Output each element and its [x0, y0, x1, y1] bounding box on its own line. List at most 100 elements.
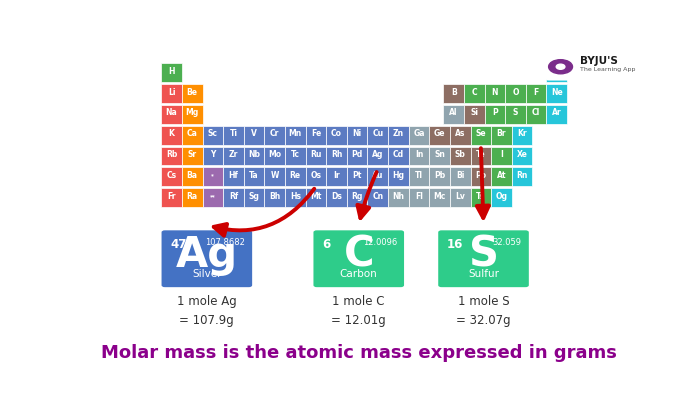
Text: BYJU'S: BYJU'S — [580, 56, 617, 66]
Text: Mg: Mg — [186, 108, 199, 118]
FancyBboxPatch shape — [265, 126, 285, 145]
Text: The Learning App: The Learning App — [580, 67, 635, 72]
Text: 1 mole C
= 12.01g: 1 mole C = 12.01g — [331, 295, 386, 327]
FancyBboxPatch shape — [470, 167, 491, 186]
FancyBboxPatch shape — [429, 167, 450, 186]
FancyBboxPatch shape — [162, 230, 252, 287]
Text: Carbon: Carbon — [340, 269, 377, 279]
Text: C: C — [344, 234, 374, 276]
FancyBboxPatch shape — [265, 146, 285, 166]
FancyBboxPatch shape — [388, 146, 409, 166]
Text: Ag: Ag — [176, 234, 238, 276]
FancyBboxPatch shape — [285, 167, 306, 186]
Text: Tl: Tl — [415, 171, 423, 180]
FancyBboxPatch shape — [161, 188, 182, 207]
Text: 12.0096: 12.0096 — [363, 238, 397, 247]
Text: 16: 16 — [447, 238, 463, 251]
Text: Ne: Ne — [551, 88, 563, 97]
FancyBboxPatch shape — [368, 146, 388, 166]
Text: Li: Li — [168, 88, 175, 97]
FancyBboxPatch shape — [491, 146, 512, 166]
Text: **: ** — [210, 194, 216, 199]
Text: Ds: Ds — [331, 192, 342, 201]
Text: Zn: Zn — [393, 129, 404, 138]
Text: S: S — [468, 234, 498, 276]
Text: Rg: Rg — [351, 192, 363, 201]
Text: Bi: Bi — [456, 171, 464, 180]
FancyBboxPatch shape — [202, 146, 223, 166]
Text: Mt: Mt — [310, 192, 321, 201]
FancyBboxPatch shape — [526, 105, 547, 124]
FancyBboxPatch shape — [368, 126, 388, 145]
FancyBboxPatch shape — [182, 84, 202, 103]
Text: H: H — [168, 67, 175, 76]
Text: Sc: Sc — [208, 129, 218, 138]
Text: Sr: Sr — [188, 150, 197, 159]
Text: Re: Re — [290, 171, 301, 180]
FancyBboxPatch shape — [409, 188, 429, 207]
Text: Hs: Hs — [290, 192, 301, 201]
FancyBboxPatch shape — [409, 167, 429, 186]
FancyBboxPatch shape — [409, 146, 429, 166]
Text: Hg: Hg — [393, 171, 405, 180]
Text: B: B — [451, 88, 456, 97]
FancyBboxPatch shape — [223, 188, 244, 207]
FancyBboxPatch shape — [443, 105, 464, 124]
Text: Br: Br — [497, 129, 506, 138]
FancyBboxPatch shape — [182, 126, 202, 145]
FancyBboxPatch shape — [244, 146, 265, 166]
FancyBboxPatch shape — [326, 126, 346, 145]
Text: Pb: Pb — [434, 171, 445, 180]
Text: Ga: Ga — [413, 129, 425, 138]
FancyBboxPatch shape — [306, 146, 326, 166]
FancyBboxPatch shape — [306, 167, 326, 186]
FancyBboxPatch shape — [161, 105, 182, 124]
FancyBboxPatch shape — [438, 230, 528, 287]
Text: K: K — [169, 129, 174, 138]
Text: W: W — [270, 171, 279, 180]
Text: Ru: Ru — [310, 150, 321, 159]
FancyBboxPatch shape — [450, 146, 470, 166]
Text: Fe: Fe — [311, 129, 321, 138]
Text: Al: Al — [449, 108, 458, 118]
FancyBboxPatch shape — [285, 126, 306, 145]
FancyBboxPatch shape — [429, 146, 450, 166]
Text: 1 mole S
= 32.07g: 1 mole S = 32.07g — [456, 295, 511, 327]
Text: Au: Au — [372, 171, 384, 180]
FancyBboxPatch shape — [491, 188, 512, 207]
Text: Ag: Ag — [372, 150, 384, 159]
Text: O: O — [512, 88, 519, 97]
Text: Se: Se — [475, 129, 486, 138]
FancyBboxPatch shape — [314, 230, 404, 287]
Text: Ta: Ta — [249, 171, 259, 180]
FancyBboxPatch shape — [491, 126, 512, 145]
FancyBboxPatch shape — [202, 167, 223, 186]
FancyBboxPatch shape — [547, 84, 567, 103]
Text: Ge: Ge — [434, 129, 445, 138]
FancyBboxPatch shape — [306, 188, 326, 207]
Text: Co: Co — [331, 129, 342, 138]
FancyBboxPatch shape — [346, 188, 368, 207]
FancyBboxPatch shape — [512, 126, 533, 145]
Text: 47: 47 — [170, 238, 187, 251]
FancyBboxPatch shape — [547, 105, 567, 124]
FancyBboxPatch shape — [491, 167, 512, 186]
FancyBboxPatch shape — [470, 126, 491, 145]
Text: Pd: Pd — [351, 150, 363, 159]
FancyBboxPatch shape — [505, 84, 526, 103]
Text: Sb: Sb — [455, 150, 466, 159]
Text: 107.8682: 107.8682 — [205, 238, 245, 247]
Text: Kr: Kr — [517, 129, 527, 138]
Text: Mc: Mc — [433, 192, 446, 201]
Text: P: P — [492, 108, 498, 118]
Text: Ba: Ba — [187, 171, 197, 180]
Text: Fr: Fr — [167, 192, 176, 201]
FancyBboxPatch shape — [326, 146, 346, 166]
Text: V: V — [251, 129, 257, 138]
Text: Hf: Hf — [228, 171, 239, 180]
Text: In: In — [415, 150, 424, 159]
FancyBboxPatch shape — [547, 63, 567, 82]
Text: Rb: Rb — [166, 150, 177, 159]
Text: Be: Be — [187, 88, 197, 97]
Text: 1 mole Ag
= 107.9g: 1 mole Ag = 107.9g — [177, 295, 237, 327]
